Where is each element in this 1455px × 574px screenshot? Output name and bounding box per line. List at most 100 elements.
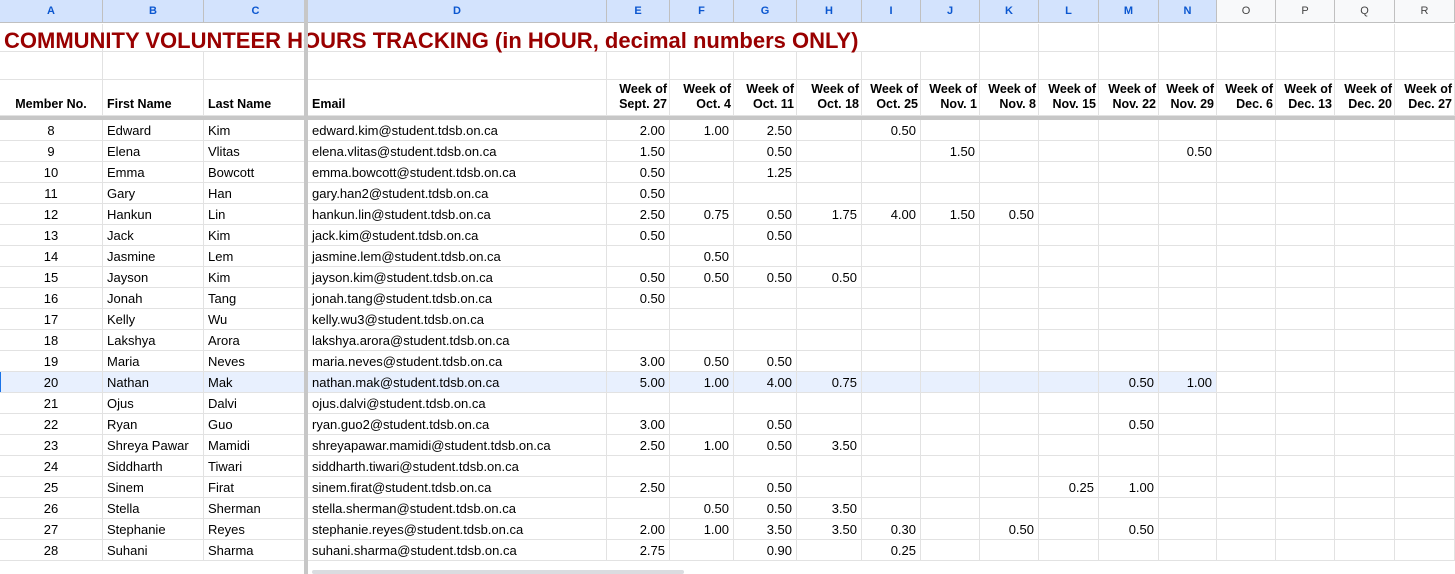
hours-cell[interactable]: 0.50 <box>670 351 734 372</box>
hours-cell[interactable] <box>980 309 1039 330</box>
hours-cell[interactable] <box>1395 288 1455 309</box>
hours-cell[interactable] <box>1276 162 1335 183</box>
hours-cell[interactable] <box>1099 330 1159 351</box>
hours-cell[interactable]: 0.30 <box>862 519 921 540</box>
hours-cell[interactable] <box>670 414 734 435</box>
hours-cell[interactable] <box>1217 372 1276 393</box>
empty-cell[interactable] <box>204 24 308 52</box>
hours-cell[interactable]: 2.75 <box>607 540 670 561</box>
hours-cell[interactable] <box>1159 162 1217 183</box>
hours-cell[interactable] <box>980 225 1039 246</box>
hours-cell[interactable]: 0.50 <box>734 351 797 372</box>
empty-cell[interactable] <box>670 24 734 52</box>
hours-cell[interactable] <box>797 288 862 309</box>
hours-cell[interactable] <box>797 330 862 351</box>
hours-cell[interactable]: 1.00 <box>1099 477 1159 498</box>
hours-cell[interactable] <box>1395 498 1455 519</box>
hours-cell[interactable] <box>734 288 797 309</box>
hours-cell[interactable] <box>797 246 862 267</box>
hours-cell[interactable] <box>1159 498 1217 519</box>
hours-cell[interactable] <box>1039 162 1099 183</box>
empty-cell[interactable] <box>980 52 1039 80</box>
hours-cell[interactable] <box>1217 456 1276 477</box>
hours-cell[interactable] <box>670 330 734 351</box>
hours-cell[interactable] <box>1335 183 1395 204</box>
hours-cell[interactable] <box>980 477 1039 498</box>
hours-cell[interactable]: 0.50 <box>734 225 797 246</box>
hours-cell[interactable]: 0.50 <box>734 204 797 225</box>
hours-cell[interactable] <box>1099 141 1159 162</box>
email-cell[interactable]: stella.sherman@student.tdsb.on.ca <box>308 498 607 519</box>
member-no-cell[interactable]: 15 <box>0 267 103 288</box>
header-week[interactable]: Week of Nov. 8 <box>980 80 1039 116</box>
member-no-cell[interactable]: 19 <box>0 351 103 372</box>
hours-cell[interactable] <box>1039 246 1099 267</box>
column-header-b[interactable]: B <box>103 0 204 23</box>
hours-cell[interactable] <box>734 183 797 204</box>
column-header-r[interactable]: R <box>1395 0 1455 23</box>
hours-cell[interactable]: 3.50 <box>797 498 862 519</box>
hours-cell[interactable] <box>1395 372 1455 393</box>
hours-cell[interactable]: 1.00 <box>1159 372 1217 393</box>
hours-cell[interactable] <box>607 456 670 477</box>
hours-cell[interactable] <box>1217 351 1276 372</box>
hours-cell[interactable]: 0.50 <box>607 288 670 309</box>
hours-cell[interactable] <box>1217 393 1276 414</box>
last-name-cell[interactable]: Neves <box>204 351 308 372</box>
empty-cell[interactable] <box>0 52 103 80</box>
horizontal-scrollbar[interactable] <box>312 570 684 574</box>
hours-cell[interactable] <box>607 330 670 351</box>
hours-cell[interactable] <box>1395 225 1455 246</box>
empty-cell[interactable] <box>1217 24 1276 52</box>
hours-cell[interactable] <box>1395 477 1455 498</box>
column-header-g[interactable]: G <box>734 0 797 23</box>
hours-cell[interactable] <box>797 477 862 498</box>
hours-cell[interactable] <box>921 246 980 267</box>
member-no-cell[interactable]: 8 <box>0 120 103 141</box>
empty-cell[interactable] <box>921 24 980 52</box>
hours-cell[interactable] <box>862 246 921 267</box>
hours-cell[interactable] <box>862 225 921 246</box>
hours-cell[interactable] <box>980 183 1039 204</box>
hours-cell[interactable] <box>1099 120 1159 141</box>
empty-cell[interactable] <box>1217 52 1276 80</box>
hours-cell[interactable] <box>1159 309 1217 330</box>
hours-cell[interactable] <box>921 351 980 372</box>
hours-cell[interactable]: 0.50 <box>670 267 734 288</box>
hours-cell[interactable] <box>797 120 862 141</box>
frozen-row-divider[interactable] <box>0 116 1455 120</box>
email-cell[interactable]: emma.bowcott@student.tdsb.on.ca <box>308 162 607 183</box>
hours-cell[interactable] <box>1039 309 1099 330</box>
empty-cell[interactable] <box>1276 52 1335 80</box>
hours-cell[interactable] <box>1335 540 1395 561</box>
hours-cell[interactable] <box>1276 540 1335 561</box>
empty-cell[interactable] <box>1039 52 1099 80</box>
hours-cell[interactable]: 2.50 <box>734 120 797 141</box>
hours-cell[interactable] <box>734 456 797 477</box>
first-name-cell[interactable]: Nathan <box>103 372 204 393</box>
hours-cell[interactable] <box>862 393 921 414</box>
member-no-cell[interactable]: 13 <box>0 225 103 246</box>
column-header-d[interactable]: D <box>308 0 607 23</box>
last-name-cell[interactable]: Guo <box>204 414 308 435</box>
hours-cell[interactable] <box>797 540 862 561</box>
hours-cell[interactable] <box>1217 162 1276 183</box>
header-week[interactable]: Week of Oct. 11 <box>734 80 797 116</box>
hours-cell[interactable] <box>862 288 921 309</box>
header-last-name[interactable]: Last Name <box>204 80 308 116</box>
hours-cell[interactable]: 2.50 <box>607 477 670 498</box>
first-name-cell[interactable]: Lakshya <box>103 330 204 351</box>
hours-cell[interactable] <box>1217 120 1276 141</box>
hours-cell[interactable] <box>797 351 862 372</box>
hours-cell[interactable]: 1.00 <box>670 120 734 141</box>
email-cell[interactable]: edward.kim@student.tdsb.on.ca <box>308 120 607 141</box>
member-no-cell[interactable]: 11 <box>0 183 103 204</box>
hours-cell[interactable] <box>1335 330 1395 351</box>
hours-cell[interactable] <box>1159 435 1217 456</box>
first-name-cell[interactable]: Elena <box>103 141 204 162</box>
header-email[interactable]: Email <box>308 80 607 116</box>
hours-cell[interactable]: 5.00 <box>607 372 670 393</box>
member-no-cell[interactable]: 17 <box>0 309 103 330</box>
member-no-cell[interactable]: 26 <box>0 498 103 519</box>
email-cell[interactable]: jayson.kim@student.tdsb.on.ca <box>308 267 607 288</box>
